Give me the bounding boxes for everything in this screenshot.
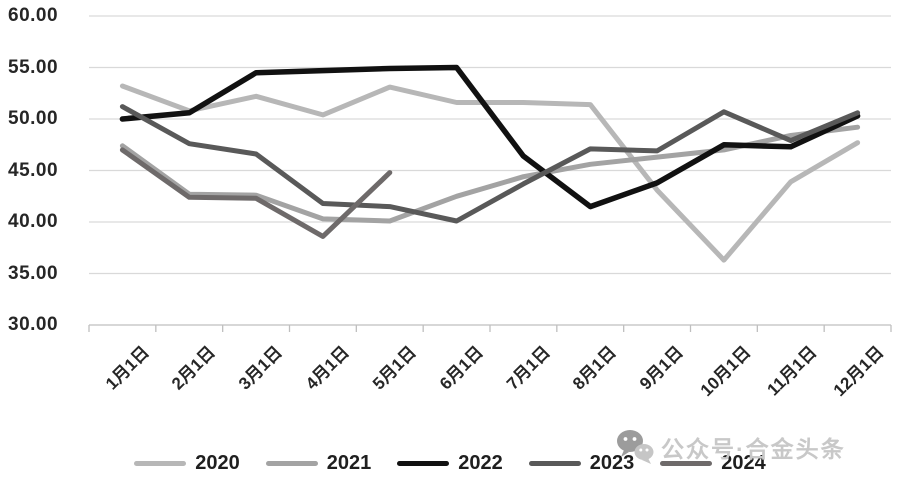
legend-label: 2022: [458, 452, 503, 474]
legend-label: 2020: [195, 452, 240, 474]
watermark: 公众号·合金头条: [615, 428, 846, 465]
line-chart: [88, 15, 892, 332]
series-lines: [119, 64, 861, 263]
chart-legend: 2020 2021 2022 2023 2024: [0, 452, 900, 475]
y-axis-label: 50.00: [8, 108, 59, 129]
y-axis-label: 45.00: [8, 159, 59, 181]
legend-label: 2024: [721, 452, 766, 474]
gridlines: [89, 15, 891, 275]
y-axis-label: 55.00: [8, 56, 59, 78]
series-line-2022: [119, 64, 861, 210]
y-axis-label: 35.00: [8, 262, 59, 284]
series-line-2021: [119, 124, 861, 224]
series-line-2020: [119, 83, 861, 263]
legend-label: 2021: [326, 452, 372, 474]
legend-swatch: [265, 461, 318, 466]
legend-item-2020: 2020: [134, 452, 240, 475]
y-axis-label: 40.00: [8, 211, 59, 232]
legend-swatch: [397, 461, 450, 466]
legend-item-2023: 2023: [528, 452, 635, 475]
legend-item-2022: 2022: [397, 452, 503, 475]
series-line-2024: [119, 147, 393, 239]
legend-item-2021: 2021: [265, 452, 372, 475]
watermark-text: 公众号·合金头条: [661, 435, 846, 462]
wechat-icon: [617, 430, 654, 464]
legend-label: 2023: [589, 452, 635, 474]
y-axis-label: 30.00: [8, 314, 59, 335]
legend-item-2024: 2024: [660, 452, 766, 475]
legend-swatch: [134, 461, 187, 466]
legend-swatch: [528, 461, 581, 466]
x-axis-line: [88, 324, 892, 332]
y-axis-label: 60.00: [8, 5, 59, 26]
legend-swatch: [660, 461, 713, 466]
series-line-2023: [119, 104, 861, 224]
